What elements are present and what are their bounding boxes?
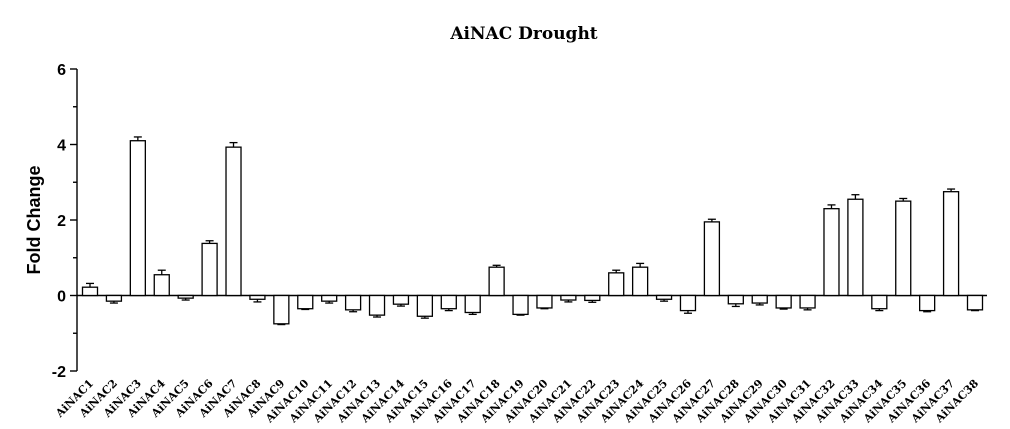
bar-AiNAC37 [942, 191, 960, 297]
bar-AiNAC3 [129, 140, 146, 297]
bar-AiNAC5 [177, 294, 194, 299]
bar-AiNAC15 [416, 294, 434, 317]
y-axis: -2 0 2 4 6 [52, 62, 78, 381]
bar-AiNAC9 [273, 294, 290, 325]
chart-title: AiNAC Drought [449, 24, 597, 44]
bar-AiNAC11 [321, 294, 338, 302]
bar-AiNAC4 [153, 274, 170, 297]
bar-AiNAC36 [919, 294, 936, 312]
bar-AiNAC17 [464, 294, 481, 314]
bar-AiNAC18 [488, 266, 505, 297]
bar-AiNAC20 [536, 294, 553, 309]
y-tick-label: 2 [57, 213, 66, 230]
bar-AiNAC34 [871, 294, 888, 310]
bar-AiNAC2 [105, 294, 123, 302]
bar-AiNAC28 [727, 294, 744, 305]
bar-AiNAC13 [368, 294, 386, 316]
bar-AiNAC27 [703, 221, 721, 297]
bar-AiNAC10 [297, 294, 314, 310]
bars [77, 136, 987, 326]
bar-AiNAC29 [751, 294, 768, 304]
y-tick-label: 4 [57, 138, 66, 155]
bar-AiNAC21 [560, 294, 577, 301]
y-tick-label: 6 [57, 62, 66, 79]
bar-AiNAC25 [655, 294, 673, 300]
bar-AiNAC22 [584, 294, 601, 302]
y-tick-label: 0 [57, 289, 66, 306]
x-tick-labels: AiNAC1AiNAC2AiNAC3AiNAC4AiNAC5AiNAC6AiNA… [52, 377, 981, 426]
bar-AiNAC19 [512, 294, 529, 316]
bar-AiNAC38 [966, 294, 984, 311]
bar-AiNAC6 [201, 242, 218, 297]
bar-AiNAC1 [81, 286, 99, 297]
bar-AiNAC16 [440, 294, 457, 310]
bar-AiNAC32 [823, 208, 840, 297]
bar-AiNAC33 [847, 198, 864, 297]
bar-AiNAC7 [225, 146, 242, 297]
y-axis-label: Fold Change [24, 166, 44, 275]
bar-AiNAC26 [679, 294, 697, 312]
bar-AiNAC8 [249, 294, 266, 300]
bar-AiNAC14 [392, 294, 410, 305]
bar-AiNAC12 [344, 294, 362, 311]
y-tick-label: -2 [52, 364, 66, 381]
bar-AiNAC35 [895, 200, 912, 297]
bar-AiNAC23 [608, 272, 625, 297]
bar-AiNAC31 [799, 294, 816, 309]
bar-AiNAC30 [775, 294, 792, 309]
bar-AiNAC24 [631, 266, 649, 297]
